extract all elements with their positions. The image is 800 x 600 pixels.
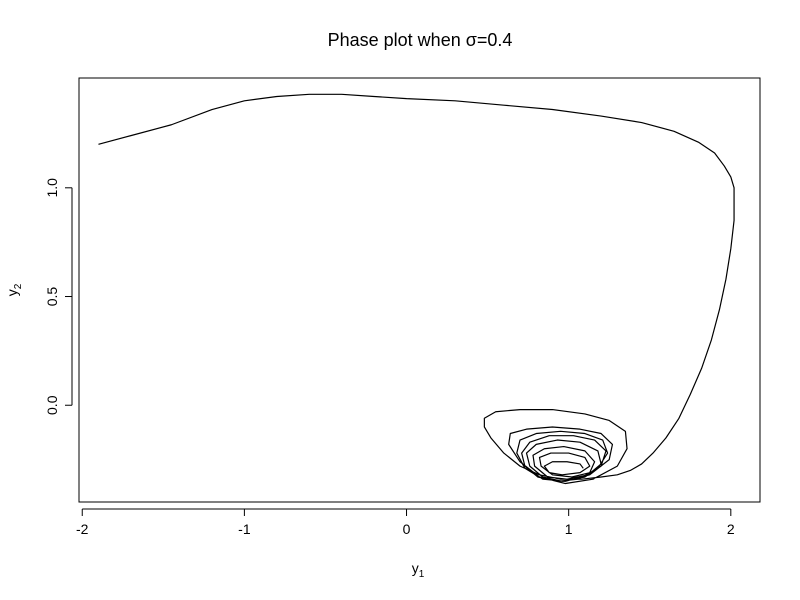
plot-frame (78, 77, 761, 503)
x-tick-label: -1 (238, 521, 251, 537)
x-tick-label: 0 (403, 521, 411, 537)
y-tick-label: 0.0 (44, 395, 60, 415)
x-tick-label: -2 (76, 521, 89, 537)
x-tick-label: 2 (727, 521, 735, 537)
x-axis-label: y1 (412, 560, 425, 580)
x-tick-label: 1 (565, 521, 573, 537)
x-axis: -2 -1 0 1 2 (76, 508, 735, 537)
phase-trajectory-line (98, 93, 735, 485)
chart-title: Phase plot when σ=0.4 (328, 30, 513, 50)
y-axis-label: y2 (4, 283, 24, 296)
y-tick-label: 1.0 (44, 178, 60, 198)
y-tick-label: 0.5 (44, 287, 60, 307)
y-axis: 0.0 0.5 1.0 (44, 178, 73, 415)
